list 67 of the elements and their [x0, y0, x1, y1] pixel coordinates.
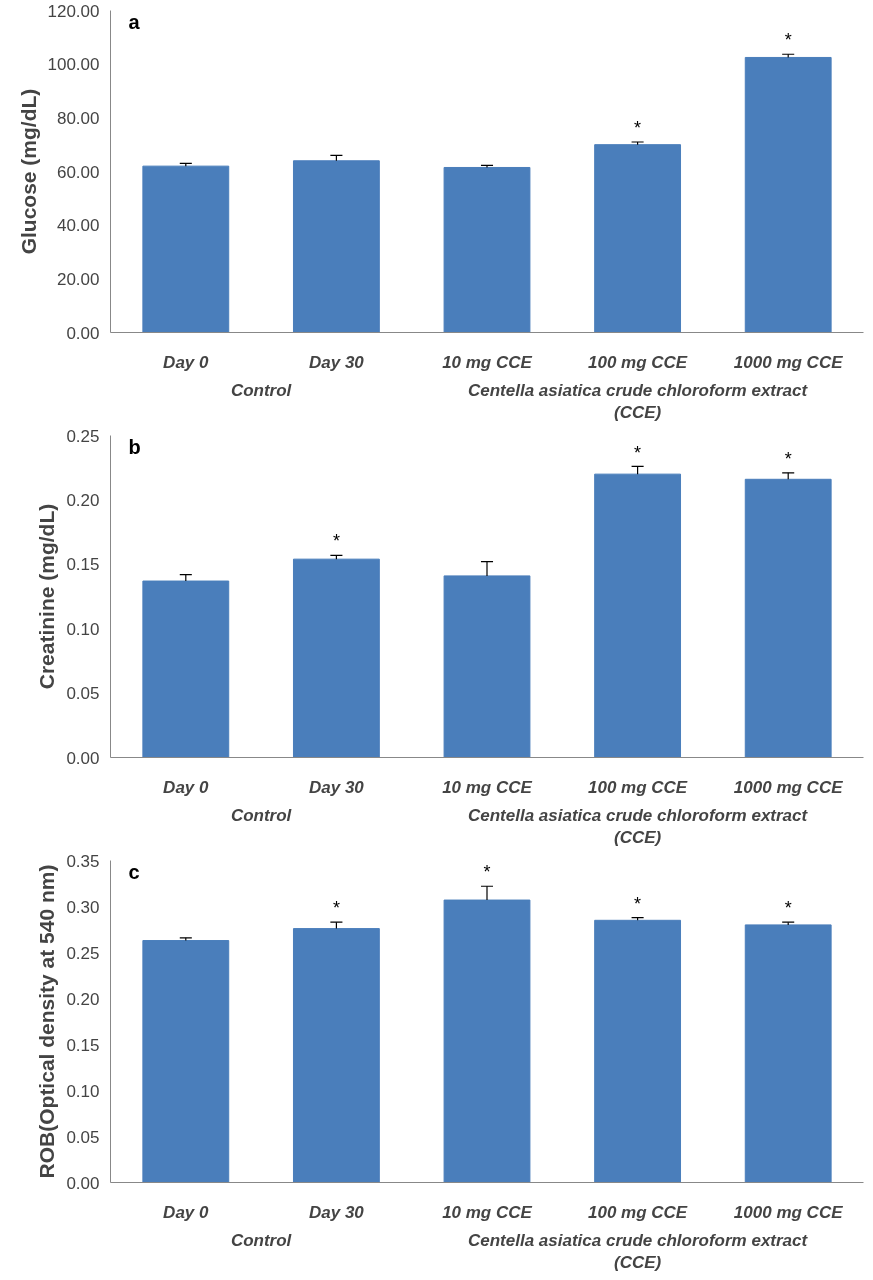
y-tick-label: 80.00: [56, 108, 100, 128]
x-tick-label: 10 mg CCE: [442, 777, 533, 797]
y-tick-label: 0.00: [66, 1173, 100, 1193]
y-tick-label: 0.05: [66, 1127, 100, 1147]
text: Centella asiatica crude chloroform extract (CCE): [468, 805, 809, 848]
bar: [594, 144, 682, 333]
bar: [443, 166, 531, 333]
x-tick-label: Day 0: [163, 777, 210, 797]
y-tick-label: 0.10: [66, 1081, 100, 1101]
x-tick-label: 100 mg CCE: [588, 777, 688, 797]
x-tick-label: 1000 mg CCE: [733, 352, 844, 372]
x-tick-label: Day 30: [308, 777, 365, 797]
y-tick-label: 0.25: [66, 943, 100, 963]
y-tick-label: 0.00: [66, 748, 100, 768]
y-tick-label: 0.20: [66, 989, 100, 1009]
annotation: *: [634, 893, 642, 914]
chart-title: a: [128, 10, 141, 33]
y-tick-label: 60.00: [56, 162, 100, 182]
y-tick-label: 0.35: [66, 851, 100, 871]
x-tick-label: 100 mg CCE: [588, 1202, 688, 1222]
y-tick-label: 0.30: [66, 897, 100, 917]
annotation: *: [634, 118, 642, 139]
x-tick-label: Day 0: [163, 352, 210, 372]
x-tick-label: Day 0: [163, 1202, 210, 1222]
bar: [443, 575, 531, 758]
bar: [744, 56, 832, 333]
x-tick-label: Day 30: [308, 352, 365, 372]
y-axis-title: ROB(Optical density at 540 nm): [35, 864, 59, 1179]
y-tick-label: 0.05: [66, 684, 100, 704]
x-tick-label: 1000 mg CCE: [733, 1202, 844, 1222]
bar: [744, 478, 832, 758]
x-tick-label: 10 mg CCE: [442, 352, 533, 372]
annotation: *: [332, 898, 340, 919]
y-tick-label: 20.00: [56, 269, 100, 289]
y-tick-label: 0.25: [66, 426, 100, 446]
y-tick-label: 0.15: [66, 555, 100, 575]
y-tick-label: 120.00: [47, 1, 100, 21]
bar: [142, 580, 230, 758]
annotation: *: [634, 442, 642, 463]
annotation: *: [784, 898, 792, 919]
text: Control: [230, 805, 293, 825]
y-tick-label: 0.10: [66, 619, 100, 639]
y-tick-label: 0.00: [66, 323, 100, 343]
bar: [292, 160, 380, 333]
bar: [594, 473, 682, 758]
bar: [142, 165, 230, 333]
y-tick-label: 0.15: [66, 1035, 100, 1055]
text: Centella asiatica crude chloroform extract (CCE): [468, 1230, 809, 1273]
x-tick-label: Day 30: [308, 1202, 365, 1222]
annotation: *: [332, 531, 340, 552]
text: Centella asiatica crude chloroform extract (CCE): [468, 380, 809, 423]
x-tick-label: 1000 mg CCE: [733, 777, 844, 797]
y-tick-label: 100.00: [47, 55, 100, 75]
y-axis-title: Glucose (mg/dL): [16, 88, 40, 255]
chart-title: b: [128, 435, 141, 458]
y-axis-title: Creatinine (mg/dL): [35, 503, 59, 690]
y-tick-label: 40.00: [56, 216, 100, 236]
text: Control: [230, 380, 293, 400]
text: Control: [230, 1230, 293, 1250]
annotation: *: [784, 30, 792, 51]
x-tick-label: 10 mg CCE: [442, 1202, 533, 1222]
annotation: *: [483, 862, 491, 883]
bar: [292, 558, 380, 758]
y-tick-label: 0.20: [66, 490, 100, 510]
chart-title: c: [128, 860, 140, 883]
annotation: *: [784, 448, 792, 469]
x-tick-label: 100 mg CCE: [588, 352, 688, 372]
